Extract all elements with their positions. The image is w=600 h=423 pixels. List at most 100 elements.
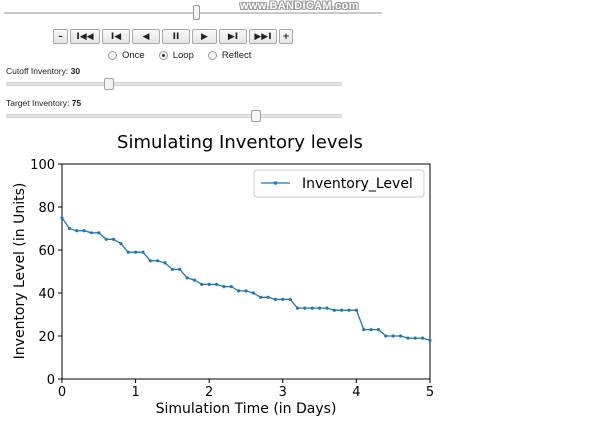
data-point [406,336,410,340]
cutoff-label-text: Cutoff Inventory: [6,66,69,76]
target-slider-track [6,114,342,118]
target-inventory-slider[interactable] [6,110,342,122]
data-point [178,267,182,271]
loop-mode-group: Once Loop Reflect [108,50,265,61]
cutoff-inventory-label: Cutoff Inventory: 30 [6,66,80,76]
data-point [266,295,270,299]
data-point [148,259,152,263]
last-frame-button[interactable]: ▶▶I [249,29,277,44]
loop-mode-loop[interactable]: Loop [158,50,194,61]
target-value: 75 [71,98,82,108]
legend-box [253,169,425,198]
data-point [60,216,64,220]
data-point [111,237,116,241]
animation-slider-thumb[interactable] [193,5,201,20]
radio-loop[interactable] [158,51,168,60]
data-point [192,278,197,282]
x-tick-label: 0 [58,385,66,400]
y-axis-label: Inventory Level (in Units) [12,183,28,360]
data-point [281,297,285,301]
y-tick-label: 40 [38,287,55,302]
data-point [126,250,130,254]
data-point [170,267,174,271]
data-point [134,250,138,254]
play-reverse-button[interactable]: ◀ [132,29,160,44]
loop-mode-once[interactable]: Once [108,50,145,61]
data-point [75,229,79,233]
data-point [369,328,373,332]
data-point [318,306,322,310]
data-point [222,285,226,289]
data-point [215,282,219,286]
y-tick-label: 80 [38,201,55,216]
data-point [295,306,300,310]
data-point [156,259,160,263]
cutoff-slider-track [6,82,342,86]
legend-marker [273,181,278,185]
animation-slider[interactable] [4,5,382,21]
data-point [67,226,71,231]
data-point [244,289,248,293]
axis-ticks: 0 1 2 3 4 5 0 20 40 60 80 100 [30,158,434,400]
data-point [251,291,255,295]
data-point [399,334,403,338]
data-point [89,231,93,235]
radio-reflect-label: Reflect [221,50,252,61]
data-point [237,289,241,293]
data-point [104,237,108,241]
y-tick-label: 60 [38,244,55,259]
plot-area [61,163,431,380]
x-tick-label: 5 [426,385,434,400]
x-tick-label: 1 [131,385,139,400]
radio-once[interactable] [108,51,117,60]
series-markers [60,216,432,342]
x-tick-label: 2 [205,385,213,400]
target-slider-thumb[interactable] [250,110,261,122]
data-point [185,276,189,280]
animation-slider-track [4,12,382,14]
y-tick-label: 20 [38,330,55,345]
data-point [119,242,123,246]
data-point [376,328,381,332]
data-point [310,306,314,310]
data-point [421,336,425,340]
data-point [200,282,204,286]
chart-title: Simulating Inventory levels [117,132,363,153]
data-point [259,295,263,299]
increase-speed-button[interactable]: + [279,29,293,44]
data-point [347,308,351,312]
target-label-text: Target Inventory: [6,98,70,108]
cutoff-inventory-slider[interactable] [6,78,342,90]
data-point [340,308,344,312]
data-point [97,231,101,235]
next-frame-button[interactable]: ▶I [219,29,247,44]
target-inventory-label: Target Inventory: 75 [6,98,81,108]
data-point [82,229,86,233]
legend: Inventory_Level [253,169,425,198]
data-point [384,334,388,338]
y-tick-label: 0 [47,373,55,388]
radio-loop-label: Loop [172,50,194,61]
data-point [141,250,145,254]
previous-frame-button[interactable]: I◀ [102,29,130,44]
data-point [303,306,307,310]
pause-button[interactable]: II [162,29,190,44]
data-point [428,338,432,342]
loop-mode-reflect[interactable]: Reflect [207,50,252,61]
data-point [362,328,366,332]
first-frame-button[interactable]: I◀◀ [70,29,100,44]
cutoff-slider-thumb[interactable] [103,78,114,90]
radio-reflect[interactable] [207,51,217,60]
data-point [273,297,277,301]
play-button[interactable]: ▶ [192,29,217,44]
legend-label: Inventory_Level [302,176,413,192]
series-line-inventory-level [61,217,431,341]
radio-once-label: Once [122,50,145,61]
x-tick-label: 3 [279,385,287,400]
data-point [354,308,358,312]
watermark: www.BANDICAM.com [240,0,359,12]
decrease-speed-button[interactable]: – [53,29,68,44]
cutoff-value: 30 [70,66,81,76]
data-point [229,285,233,289]
